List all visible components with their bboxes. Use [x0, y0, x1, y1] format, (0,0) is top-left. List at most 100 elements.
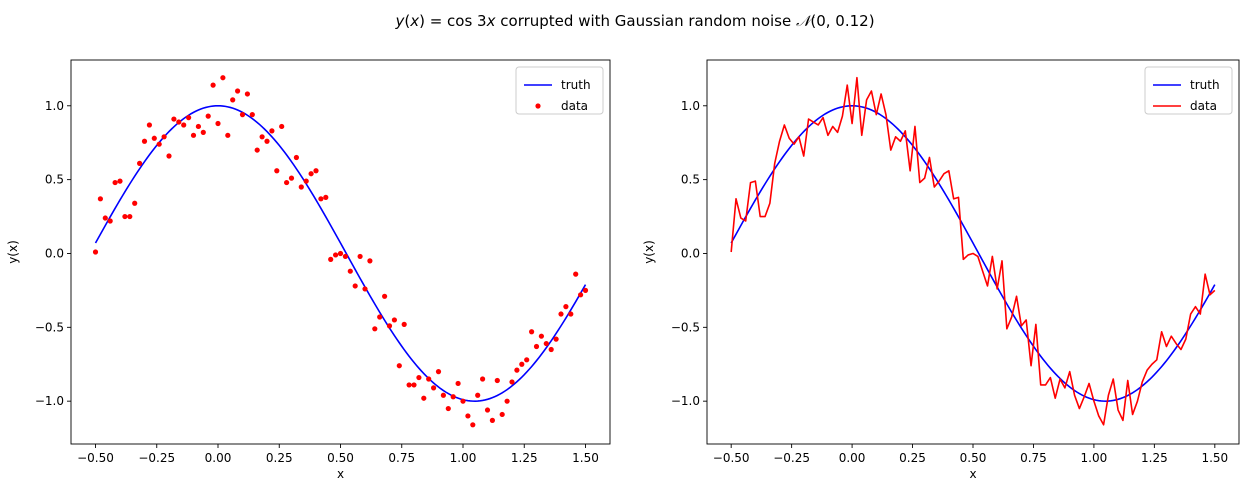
- data-point: [195, 123, 201, 130]
- series-group: [92, 75, 589, 428]
- data-point: [543, 340, 549, 347]
- data-point: [127, 213, 133, 220]
- data-point: [391, 317, 397, 323]
- y-tick-label: 0.0: [681, 246, 700, 260]
- x-tick-label: −0.25: [773, 451, 810, 465]
- data-point: [342, 253, 348, 260]
- data-point: [313, 168, 319, 174]
- data-point: [401, 321, 407, 327]
- x-tick-label: 0.50: [327, 451, 354, 465]
- data-point: [553, 336, 559, 342]
- data-point: [460, 398, 466, 404]
- data-point: [239, 112, 246, 118]
- x-tick-label: 0.00: [205, 451, 232, 465]
- x-axis-label: x: [337, 467, 344, 481]
- data-point: [284, 179, 290, 186]
- legend: truth data: [1144, 66, 1233, 115]
- y-tick-label: −0.5: [671, 320, 700, 334]
- data-point: [484, 407, 491, 413]
- data-point: [499, 411, 505, 418]
- data-point: [97, 196, 103, 202]
- data-point: [102, 215, 108, 221]
- legend-label-data: data: [561, 99, 588, 113]
- title-part: x: [486, 12, 496, 30]
- data-point: [254, 147, 260, 153]
- left-subplot: −0.50 −0.25 0.00 0.25 0.50 0.75 1.00 1.25 1.50 −1…: [6, 59, 611, 481]
- data-point: [279, 123, 285, 130]
- data-point: [563, 304, 569, 310]
- data-point: [421, 395, 427, 401]
- legend-box: [1144, 66, 1233, 115]
- data-point: [132, 200, 138, 206]
- data-point: [529, 329, 535, 335]
- title-part: y: [394, 12, 405, 30]
- data-point: [161, 134, 167, 140]
- data-point: [416, 374, 422, 381]
- data-point: [308, 171, 314, 177]
- y-tick-label: −1.0: [671, 394, 700, 408]
- title-part: corrupted with Gaussian random noise: [496, 12, 796, 30]
- data-point: [578, 292, 584, 298]
- data-point: [137, 160, 143, 166]
- data-point: [244, 91, 250, 97]
- data-point: [582, 287, 589, 293]
- y-tick-label: 1.0: [45, 99, 64, 113]
- data-point: [274, 168, 280, 174]
- data-point: [524, 357, 530, 363]
- data-point: [225, 132, 231, 138]
- title-part: ) = cos 3: [419, 12, 487, 30]
- legend-marker: [535, 103, 541, 109]
- data-point: [504, 398, 510, 404]
- data-point: [352, 283, 358, 289]
- data-point: [269, 128, 275, 134]
- legend-label-truth: truth: [561, 78, 591, 92]
- data-point: [377, 314, 383, 320]
- data-point: [166, 153, 172, 159]
- data-point: [298, 184, 304, 190]
- x-tick-label: 1.50: [572, 451, 599, 465]
- data-point: [435, 369, 442, 375]
- data-point: [293, 154, 299, 161]
- x-axis-label: x: [969, 467, 976, 481]
- y-tick-label: 0.5: [681, 173, 700, 187]
- data-point: [303, 178, 309, 184]
- x-tick-label: 0.75: [1020, 451, 1047, 465]
- data-point: [538, 333, 545, 339]
- x-tick-label: −0.25: [138, 451, 175, 465]
- data-point: [318, 196, 324, 202]
- data-point: [181, 122, 187, 128]
- data-point: [107, 218, 113, 224]
- data-point: [186, 115, 192, 121]
- data-point: [333, 252, 339, 258]
- data-point: [533, 343, 540, 350]
- data-point: [117, 178, 123, 184]
- title-part: (: [404, 12, 410, 30]
- legend-label-data: data: [1190, 99, 1217, 113]
- data-point: [357, 253, 363, 260]
- data-point: [151, 135, 157, 141]
- x-tick-label: 1.00: [450, 451, 477, 465]
- data-point: [445, 405, 451, 412]
- data-point: [372, 326, 378, 332]
- title-part: (0, 0.12): [810, 12, 874, 30]
- y-tick-label: −1.0: [35, 394, 64, 408]
- data-point: [519, 361, 525, 367]
- x-tick-label: 1.25: [1141, 451, 1168, 465]
- data-point: [122, 213, 128, 220]
- data-point: [141, 138, 148, 144]
- data-point: [406, 382, 412, 388]
- x-tick-label: −0.50: [77, 451, 114, 465]
- x-tick-label: 1.50: [1201, 451, 1228, 465]
- data-point: [347, 268, 353, 274]
- data-point: [514, 367, 520, 373]
- data-point: [249, 112, 255, 118]
- data-point: [386, 323, 393, 329]
- data-point: [450, 394, 456, 400]
- legend-label-truth: truth: [1190, 78, 1220, 92]
- figure-title: y(x) = cos 3x corrupted with Gaussian ra…: [394, 12, 874, 30]
- x-tick-label: 1.25: [511, 451, 538, 465]
- y-tick-label: 0.0: [45, 246, 64, 260]
- x-tick-label: 0.00: [839, 451, 866, 465]
- data-point: [489, 417, 495, 423]
- data-point: [480, 376, 486, 382]
